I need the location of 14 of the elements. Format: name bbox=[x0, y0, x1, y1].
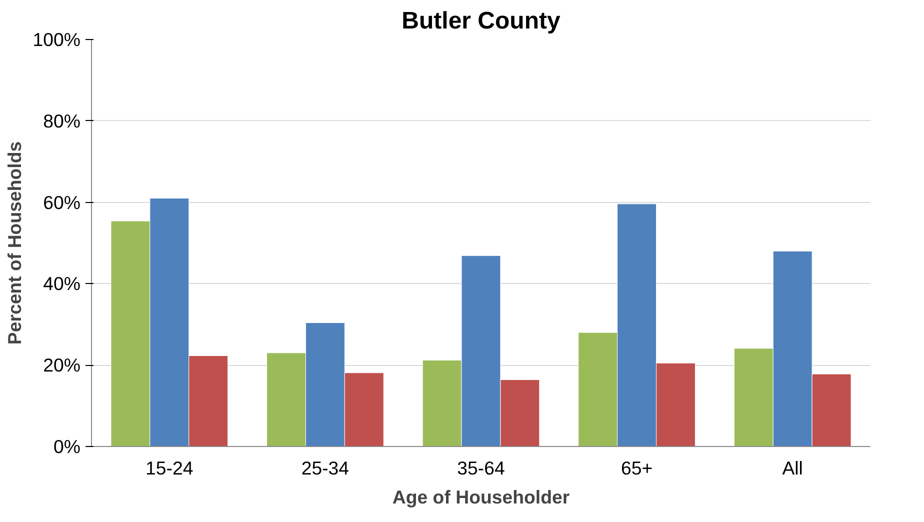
y-tick-label: 40% bbox=[43, 273, 81, 294]
y-axis-title: Percent of Households bbox=[4, 141, 25, 345]
x-tick-label: 15-24 bbox=[146, 458, 194, 478]
chart-title: Butler County bbox=[402, 8, 561, 34]
y-tick-label: 0% bbox=[54, 436, 81, 457]
y-tick-label: 100% bbox=[32, 29, 81, 50]
y-tick-label: 60% bbox=[43, 192, 81, 213]
x-axis-title: Age of Householder bbox=[392, 486, 570, 508]
x-tick-label: 65+ bbox=[620, 458, 653, 478]
x-tick-label: 25-34 bbox=[301, 458, 350, 478]
x-tick-label: All bbox=[782, 458, 803, 478]
x-tick-label: 35-64 bbox=[457, 458, 505, 478]
y-tick-label: 80% bbox=[43, 110, 81, 132]
y-tick-label: 20% bbox=[43, 354, 81, 376]
